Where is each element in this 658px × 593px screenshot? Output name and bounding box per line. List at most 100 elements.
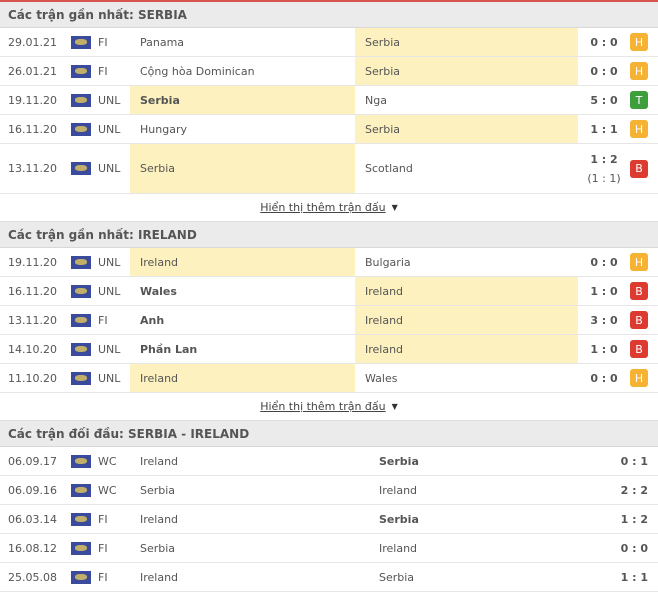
away-team[interactable]: Scotland [365, 162, 413, 175]
result-badge: H [630, 33, 648, 51]
score: 1 : 0 [590, 342, 618, 356]
home-team[interactable]: Anh [140, 313, 165, 327]
league-label: FI [98, 313, 108, 327]
score: 1 : 1 [590, 122, 618, 136]
league-label: UNL [98, 93, 121, 107]
league-label: UNL [98, 162, 121, 175]
home-team[interactable]: Serbia [130, 144, 355, 193]
away-team[interactable]: Serbia [355, 115, 578, 143]
home-team[interactable]: Ireland [140, 454, 179, 468]
home-team[interactable]: Phần Lan [140, 342, 198, 356]
league-label: UNL [98, 284, 121, 298]
score: 0 : 0 [590, 255, 618, 269]
match-row[interactable]: 13.11.20 UNL Serbia Scotland 1 : 2 (1 : 1) B [0, 144, 658, 194]
world-flag-icon [71, 454, 91, 468]
score: 1 : 2 [590, 152, 618, 166]
match-row[interactable]: 16.08.12 FI Serbia Ireland 0 : 0 [0, 534, 658, 563]
world-flag-icon [71, 255, 91, 269]
result-cell: H [630, 115, 658, 143]
home-team[interactable]: Ireland [130, 364, 355, 392]
match-row[interactable]: 06.03.14 FI Ireland Serbia 1 : 2 [0, 505, 658, 534]
away-team[interactable]: Nga [365, 93, 387, 107]
match-date: 16.11.20 [8, 122, 57, 136]
away-team[interactable]: Ireland [379, 541, 418, 555]
match-row[interactable]: 29.01.21 FI Panama Serbia 0 : 0 H [0, 28, 658, 57]
show-more-link[interactable]: Hiển thị thêm trận đấu [260, 400, 386, 413]
away-team[interactable]: Serbia [379, 512, 419, 526]
match-row[interactable]: 19.11.20 UNL Serbia Nga 5 : 0 T [0, 86, 658, 115]
away-team[interactable]: Serbia [355, 28, 578, 56]
result-badge: B [630, 159, 648, 178]
league-label: UNL [98, 342, 121, 356]
world-flag-icon [71, 93, 91, 107]
match-date: 16.11.20 [8, 284, 57, 298]
match-row[interactable]: 06.09.17 WC Ireland Serbia 0 : 1 [0, 447, 658, 476]
result-cell: T [630, 86, 658, 114]
score-cell: 3 : 0 [578, 306, 630, 334]
match-row[interactable]: 19.11.20 UNL Ireland Bulgaria 0 : 0 H [0, 248, 658, 277]
home-team[interactable]: Ireland [140, 512, 179, 526]
home-team[interactable]: Wales [140, 284, 177, 298]
match-row[interactable]: 16.11.20 UNL Hungary Serbia 1 : 1 H [0, 115, 658, 144]
score: 1 : 2 [620, 512, 648, 526]
match-row[interactable]: 25.05.08 FI Ireland Serbia 1 : 1 [0, 563, 658, 592]
away-team[interactable]: Ireland [379, 483, 418, 497]
match-date: 14.10.20 [8, 342, 57, 356]
away-team[interactable]: Ireland [355, 306, 578, 334]
league-label: FI [98, 570, 108, 584]
score-cell: 1 : 1 [600, 563, 658, 591]
league-label: UNL [98, 371, 121, 385]
home-team[interactable]: Serbia [140, 541, 176, 555]
league-label: FI [98, 512, 108, 526]
flag-cell [71, 248, 98, 276]
flag-cell [71, 364, 98, 392]
away-team[interactable]: Ireland [355, 335, 578, 363]
score-cell: 2 : 2 [600, 476, 658, 504]
match-date: 19.11.20 [8, 93, 57, 107]
match-date: 13.11.20 [8, 313, 57, 327]
caret-down-icon[interactable]: ▼ [391, 402, 398, 411]
show-more-link[interactable]: Hiển thị thêm trận đấu [260, 201, 386, 214]
away-team[interactable]: Bulgaria [365, 255, 411, 269]
result-cell: B [630, 144, 658, 193]
caret-down-icon[interactable]: ▼ [391, 203, 398, 212]
league-label: WC [98, 483, 117, 497]
match-row[interactable]: 06.09.16 WC Serbia Ireland 2 : 2 [0, 476, 658, 505]
result-badge: H [630, 120, 648, 138]
match-row[interactable]: 11.10.20 UNL Ireland Wales 0 : 0 H [0, 364, 658, 393]
flag-cell [71, 144, 98, 193]
score: 0 : 0 [590, 64, 618, 78]
away-team[interactable]: Wales [365, 371, 398, 385]
section-title: Các trận gần nhất: IRELAND [0, 222, 658, 248]
away-team[interactable]: Serbia [379, 570, 415, 584]
home-team[interactable]: Cộng hòa Dominican [140, 64, 255, 78]
world-flag-icon [71, 512, 91, 526]
home-team[interactable]: Ireland [130, 248, 355, 276]
league-label: UNL [98, 122, 121, 136]
match-row[interactable]: 13.11.20 FI Anh Ireland 3 : 0 B [0, 306, 658, 335]
match-row[interactable]: 26.01.21 FI Cộng hòa Dominican Serbia 0 : 0 H [0, 57, 658, 86]
match-row[interactable]: 14.10.20 UNL Phần Lan Ireland 1 : 0 B [0, 335, 658, 364]
match-date: 11.10.20 [8, 371, 57, 385]
match-date: 06.03.14 [8, 512, 57, 526]
home-team[interactable]: Serbia [140, 483, 176, 497]
match-row[interactable]: 16.11.20 UNL Wales Ireland 1 : 0 B [0, 277, 658, 306]
match-date: 29.01.21 [8, 35, 57, 49]
home-team[interactable]: Serbia [130, 86, 355, 114]
result-badge: H [630, 369, 648, 387]
score-cell: 1 : 1 [578, 115, 630, 143]
result-cell: H [630, 248, 658, 276]
flag-cell [71, 447, 98, 475]
score-cell: 0 : 0 [578, 364, 630, 392]
home-team[interactable]: Panama [140, 35, 185, 49]
home-team[interactable]: Hungary [140, 122, 187, 136]
away-team[interactable]: Serbia [379, 454, 419, 468]
flag-cell [71, 306, 98, 334]
away-team[interactable]: Ireland [355, 277, 578, 305]
world-flag-icon [71, 162, 91, 175]
away-team[interactable]: Serbia [355, 57, 578, 85]
match-date: 25.05.08 [8, 570, 57, 584]
home-team[interactable]: Ireland [140, 570, 179, 584]
world-flag-icon [71, 483, 91, 497]
